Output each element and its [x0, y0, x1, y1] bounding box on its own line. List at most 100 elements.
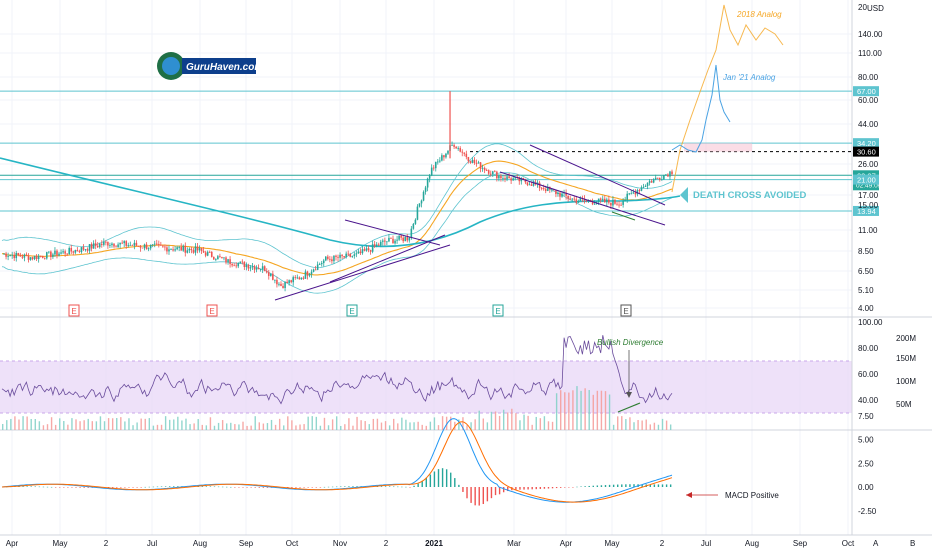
candle-body	[259, 269, 262, 270]
candle-body	[94, 243, 97, 246]
candle-body	[359, 251, 362, 254]
macd-histogram-bar	[242, 487, 244, 488]
macd-histogram-bar	[429, 474, 432, 487]
candle-body	[508, 176, 510, 179]
volume-bar	[657, 424, 660, 430]
level-label: 21.00	[857, 176, 876, 185]
volume-bar	[46, 424, 49, 430]
bollinger-upper	[1, 143, 673, 269]
candle-body	[96, 245, 99, 248]
macd-histogram-bar	[262, 487, 265, 488]
volume-bar	[335, 416, 338, 430]
volume-bar	[417, 421, 419, 430]
macd-histogram-bar	[299, 487, 301, 488]
volume-bar	[246, 425, 248, 430]
volume-bar	[547, 421, 550, 430]
candle-body	[302, 277, 305, 279]
candle-body	[145, 244, 148, 250]
macd-histogram-bar	[588, 485, 590, 487]
volume-bar	[103, 421, 106, 430]
price-tick-label: 4.00	[858, 304, 874, 313]
candle-body	[39, 255, 42, 257]
macd-histogram-bar	[486, 487, 489, 502]
volume-bar	[197, 419, 199, 430]
macd-histogram-bar	[295, 487, 297, 488]
volume-bar	[445, 416, 448, 430]
candle-body	[667, 174, 669, 177]
volume-bar	[258, 422, 260, 430]
volume-bar	[311, 416, 313, 430]
candle-body	[353, 254, 356, 256]
candle-body	[292, 277, 295, 283]
macd-histogram-bar	[539, 487, 542, 489]
candle-body	[9, 255, 11, 257]
x-tick-label: Oct	[842, 539, 855, 548]
candle-body	[219, 256, 221, 258]
candle-body	[19, 255, 22, 257]
candle-body	[27, 255, 30, 260]
volume-bar	[283, 425, 285, 430]
candle-body	[506, 176, 508, 180]
macd-histogram-bar	[649, 484, 651, 487]
candle-body	[579, 197, 582, 201]
candle-body	[481, 167, 484, 169]
candle-body	[451, 145, 453, 146]
candle-body	[249, 267, 252, 269]
volume-bar	[580, 390, 582, 430]
candle-body	[182, 245, 185, 251]
candle-body	[54, 250, 56, 255]
candle-body	[194, 246, 197, 253]
ma-fast-line	[1, 160, 673, 276]
candle-body	[316, 264, 319, 270]
volume-bar	[348, 418, 350, 430]
candle-body	[15, 252, 18, 259]
earnings-marker-label: E	[349, 307, 354, 316]
annotations: DEATH CROSS AVOIDED Bullish Divergence MAC…	[597, 187, 806, 500]
candle-body	[408, 237, 411, 241]
volume-bar	[413, 422, 415, 430]
candle-body	[176, 247, 178, 250]
candle-body	[212, 256, 215, 260]
candle-body	[512, 178, 514, 181]
macd-histogram-bar	[238, 487, 240, 488]
macd-histogram-bar	[401, 486, 403, 488]
candle-body	[656, 177, 659, 179]
candle-body	[48, 251, 50, 253]
candle-body	[229, 259, 231, 265]
analog-paths: 2018 Analog Jan '21 Analog	[671, 4, 784, 193]
candle-body	[243, 261, 246, 267]
volume-bar	[152, 425, 155, 430]
volume-bar	[515, 413, 517, 430]
x-tick-label: Mar	[507, 539, 521, 548]
candle-body	[567, 195, 569, 199]
candle-body	[306, 271, 309, 276]
volume-bar	[555, 393, 558, 430]
macd-histogram-bar	[234, 487, 236, 488]
candle-body	[270, 273, 272, 276]
macd-histogram-bar	[63, 487, 65, 488]
candle-body	[500, 175, 502, 179]
volume-bar	[148, 418, 151, 430]
volume-bar	[303, 424, 305, 430]
candle-body	[76, 250, 79, 252]
volume-bar	[629, 417, 631, 430]
volume-bar	[592, 394, 594, 430]
candle-body	[599, 198, 602, 200]
volume-bar	[576, 386, 578, 430]
candle-body	[62, 251, 64, 253]
x-tick-label: May	[604, 539, 619, 548]
macd-histogram-bar	[116, 487, 118, 488]
candle-body	[241, 261, 244, 263]
volume-bar	[250, 425, 252, 430]
macd-histogram-bar	[42, 486, 45, 488]
candle-body	[445, 153, 447, 158]
macd-histogram-bar	[462, 487, 464, 492]
price-tick-label: 26.00	[858, 160, 879, 169]
volume-bar	[507, 412, 509, 430]
candle-body	[204, 252, 207, 256]
candle-body	[347, 253, 350, 255]
x-tick-label: Sep	[793, 539, 808, 548]
volume-bar	[641, 420, 643, 430]
volume-bar	[543, 416, 546, 430]
